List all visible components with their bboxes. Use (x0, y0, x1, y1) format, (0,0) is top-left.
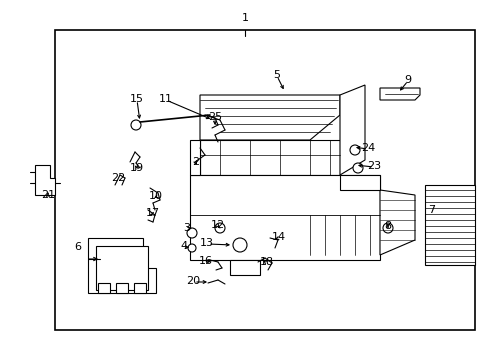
Text: 8: 8 (384, 221, 391, 231)
Text: 10: 10 (149, 191, 163, 201)
Polygon shape (134, 283, 146, 293)
Text: 17: 17 (145, 208, 160, 218)
Text: 2: 2 (192, 157, 199, 167)
Text: 4: 4 (180, 241, 187, 251)
Text: 23: 23 (366, 161, 380, 171)
Text: 1: 1 (241, 13, 248, 23)
Text: 16: 16 (199, 256, 213, 266)
Text: 6: 6 (74, 242, 81, 252)
Text: 7: 7 (427, 205, 435, 215)
Circle shape (382, 223, 392, 233)
Text: 3: 3 (183, 223, 190, 233)
Polygon shape (88, 238, 156, 293)
Polygon shape (379, 190, 414, 255)
Circle shape (349, 145, 359, 155)
Text: 12: 12 (210, 220, 224, 230)
Circle shape (186, 228, 197, 238)
Text: 25: 25 (207, 112, 222, 122)
Circle shape (131, 120, 141, 130)
Text: 5: 5 (273, 70, 280, 80)
Circle shape (187, 244, 196, 252)
Polygon shape (200, 95, 339, 140)
Text: 19: 19 (130, 163, 144, 173)
Polygon shape (339, 85, 364, 175)
Polygon shape (190, 140, 200, 175)
Text: 22: 22 (111, 173, 125, 183)
Text: 13: 13 (200, 238, 214, 248)
Polygon shape (190, 175, 379, 260)
Text: 9: 9 (404, 75, 411, 85)
Circle shape (215, 223, 224, 233)
Polygon shape (98, 283, 110, 293)
Polygon shape (35, 165, 55, 195)
Text: 20: 20 (185, 276, 200, 286)
Bar (55, 30, 474, 330)
Text: 14: 14 (271, 232, 285, 242)
Circle shape (352, 163, 362, 173)
Polygon shape (200, 140, 339, 175)
Text: 11: 11 (159, 94, 173, 104)
Text: 15: 15 (130, 94, 143, 104)
Polygon shape (229, 260, 260, 275)
Circle shape (232, 238, 246, 252)
Polygon shape (116, 283, 128, 293)
Polygon shape (96, 246, 148, 290)
Polygon shape (379, 88, 419, 100)
Text: 18: 18 (260, 257, 273, 267)
Polygon shape (339, 175, 379, 190)
Polygon shape (424, 185, 474, 265)
Text: 21: 21 (41, 190, 55, 200)
Text: 24: 24 (360, 143, 374, 153)
